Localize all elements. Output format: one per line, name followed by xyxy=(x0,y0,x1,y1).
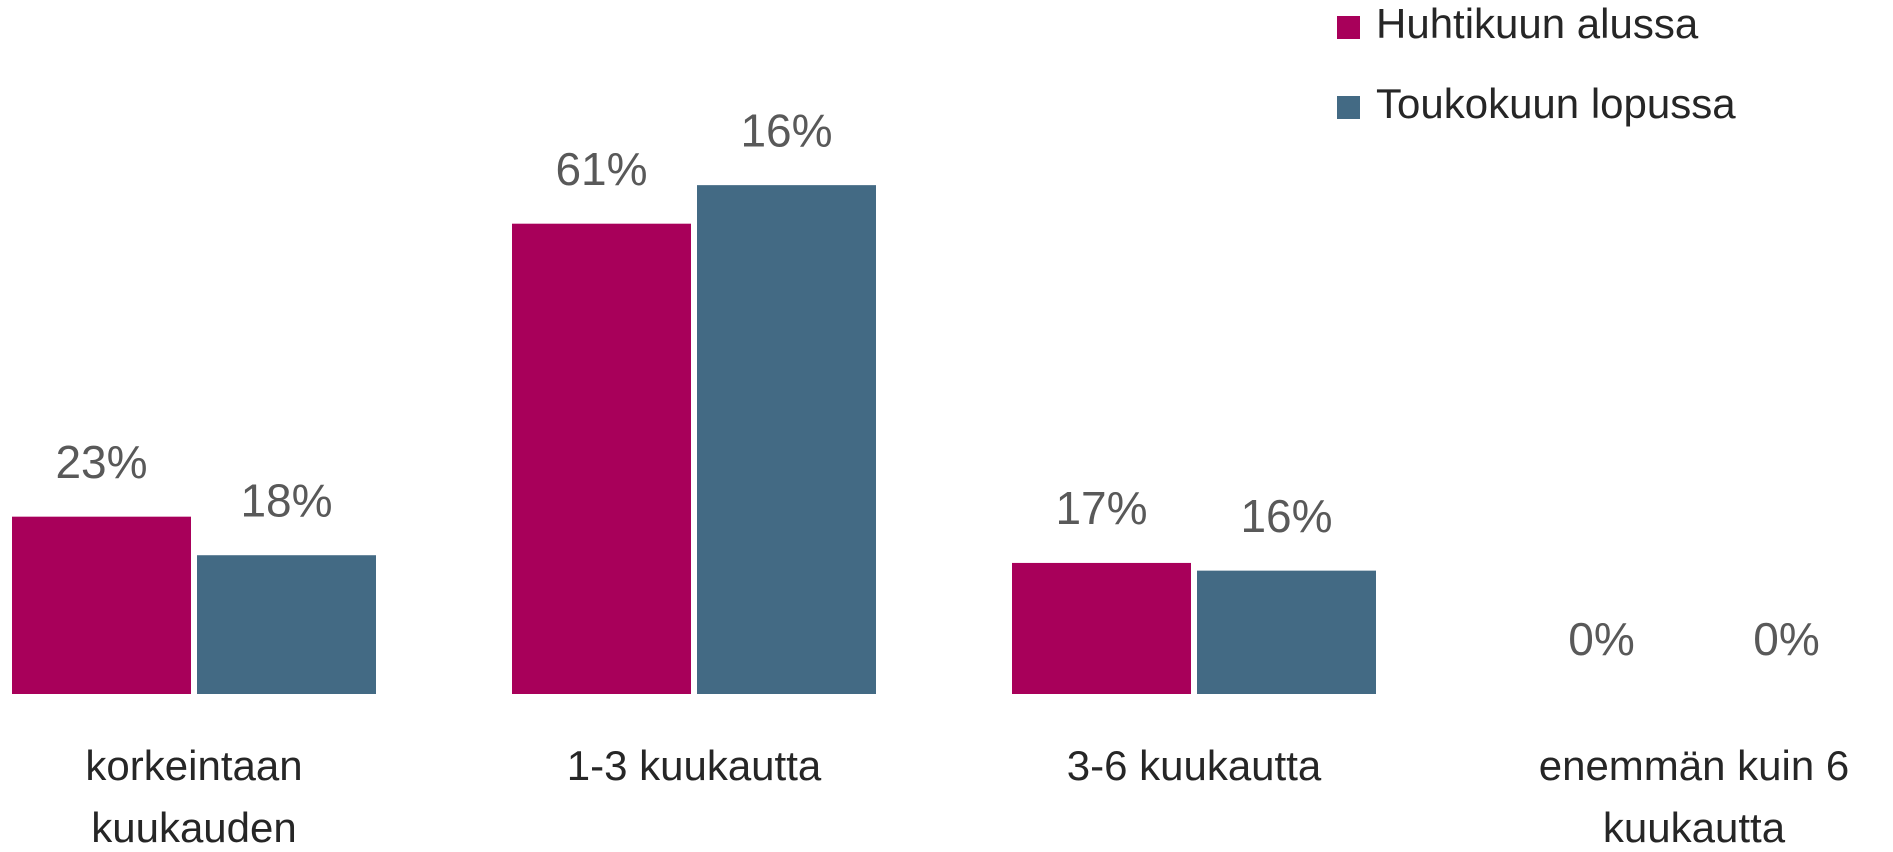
legend-swatch xyxy=(1337,16,1360,39)
legend-swatch xyxy=(1337,96,1360,119)
x-tick-label: 3-6 kuukautta xyxy=(1066,742,1322,789)
data-label: 16% xyxy=(740,104,832,156)
x-tick-label: korkeintaan kuukauden xyxy=(85,742,303,851)
bar xyxy=(1012,562,1191,694)
legend-label: Huhtikuun alussa xyxy=(1376,0,1699,47)
bar xyxy=(197,555,376,694)
data-label: 23% xyxy=(55,436,147,488)
data-label: 16% xyxy=(1240,490,1332,542)
data-label: 61% xyxy=(555,143,647,195)
legend-label: Toukokuun lopussa xyxy=(1376,80,1736,127)
bar xyxy=(512,223,691,694)
x-tick-label: 1-3 kuukautta xyxy=(566,742,822,789)
bar xyxy=(12,516,191,694)
data-label: 0% xyxy=(1753,613,1819,665)
bar xyxy=(1197,570,1376,694)
data-label: 18% xyxy=(240,474,332,526)
x-tick-label: enemmän kuin 6 kuukautta xyxy=(1538,742,1850,851)
data-label: 17% xyxy=(1055,482,1147,534)
data-label: 0% xyxy=(1568,613,1634,665)
bar xyxy=(697,185,876,694)
